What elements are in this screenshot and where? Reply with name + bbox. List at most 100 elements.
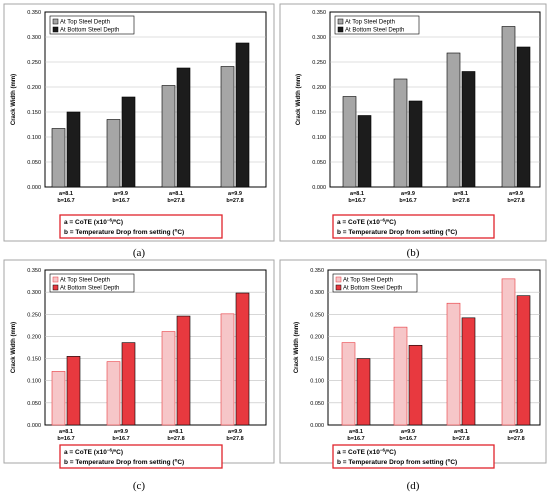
bar-bottom-2 (408, 100, 423, 188)
bar-bottom-2 (408, 344, 423, 426)
panel-caption: (b) (407, 247, 420, 259)
legend-swatch (337, 26, 344, 33)
y-axis-label: Crack Width (mm) (11, 74, 17, 125)
y-tick-label: 0.000 (310, 423, 324, 429)
y-tick-label: 0.350 (312, 10, 326, 16)
bar-bottom-3 (461, 71, 476, 188)
y-tick-label: 0.100 (312, 135, 326, 141)
x-tick-label: a=8.1 (169, 429, 183, 435)
definition-note (59, 444, 223, 469)
bar-top-1 (342, 96, 357, 188)
y-tick-label: 0.200 (27, 85, 41, 91)
note-line-temperature: b = Temperature Drop from setting (oC) (337, 458, 457, 467)
y-tick-label: 0.350 (27, 10, 41, 16)
x-tick-label: b=16.7 (112, 436, 129, 442)
y-tick-label: 0.350 (310, 268, 324, 274)
bar-bottom-4 (235, 42, 250, 188)
y-tick-label: 0.150 (27, 357, 41, 363)
legend-entry: At Bottom Steel Depth (345, 28, 404, 34)
note-line-temperature: b = Temperature Drop from setting (oC) (64, 228, 184, 237)
x-tick-label: b=27.8 (452, 198, 469, 204)
bar-top-3 (161, 331, 176, 426)
y-tick-label: 0.000 (27, 423, 41, 429)
note-line-cote: a = CoTE (x10−6/ºC) (337, 448, 396, 457)
x-tick-label: b=16.7 (57, 436, 74, 442)
y-tick-label: 0.300 (312, 35, 326, 41)
bar-bottom-1 (356, 358, 371, 426)
bar-top-3 (446, 52, 461, 188)
bar-top-4 (220, 313, 235, 426)
legend-swatch (52, 26, 59, 33)
bar-top-1 (341, 342, 356, 426)
panel-caption: (c) (133, 480, 146, 492)
x-tick-label: a=9.9 (228, 191, 242, 197)
x-tick-label: b=27.8 (226, 198, 243, 204)
x-tick-label: a=9.9 (401, 191, 415, 197)
bar-top-2 (393, 326, 408, 426)
legend-entry: At Top Steel Depth (60, 278, 110, 284)
x-tick-label: b=27.8 (167, 436, 184, 442)
chart-panel-c: 0.000 0.050 0.100 0.150 0.200 0.250 0.300 0.350… (3, 259, 275, 492)
x-tick-label: b=16.7 (57, 198, 74, 204)
y-tick-label: 0.200 (310, 334, 324, 340)
bar-top-2 (106, 119, 121, 188)
legend-entry: At Bottom Steel Depth (343, 286, 402, 292)
y-tick-label: 0.350 (27, 268, 41, 274)
bar-bottom-1 (66, 356, 81, 426)
bar-top-1 (51, 128, 66, 188)
chart-panel-b: 0.000 0.050 0.100 0.150 0.200 0.250 0.300 0.350… (279, 3, 547, 259)
legend-swatch (52, 284, 59, 291)
note-line-temperature: b = Temperature Drop from setting (oC) (337, 228, 457, 237)
x-tick-label: a=9.9 (509, 429, 523, 435)
bar-bottom-1 (357, 115, 372, 188)
panel-caption: (a) (133, 247, 146, 259)
x-tick-label: a=8.1 (454, 191, 468, 197)
bar-bottom-3 (176, 67, 191, 188)
x-tick-label: a=8.1 (59, 429, 73, 435)
x-tick-label: a=8.1 (349, 429, 363, 435)
panel-caption: (d) (407, 480, 420, 492)
y-tick-label: 0.200 (312, 85, 326, 91)
bar-bottom-3 (461, 317, 476, 426)
y-tick-label: 0.150 (312, 110, 326, 116)
bar-top-4 (220, 66, 235, 188)
bar-top-2 (393, 78, 408, 188)
y-tick-label: 0.200 (27, 334, 41, 340)
bar-top-2 (106, 361, 121, 426)
y-tick-label: 0.150 (27, 110, 41, 116)
legend-swatch (335, 284, 342, 291)
note-line-cote: a = CoTE (x10−6/ºC) (337, 218, 396, 227)
x-tick-label: b=27.8 (226, 436, 243, 442)
x-tick-label: b=16.7 (112, 198, 129, 204)
x-tick-label: a=9.9 (114, 191, 128, 197)
legend-box (49, 15, 135, 35)
legend-swatch (52, 18, 59, 25)
chart-panel-d: 0.000 0.050 0.100 0.150 0.200 0.250 0.300 0.350… (279, 259, 547, 492)
x-tick-label: a=8.1 (454, 429, 468, 435)
bar-top-4 (501, 26, 516, 188)
bar-bottom-2 (121, 96, 136, 188)
y-tick-label: 0.000 (27, 185, 41, 191)
chart-panel-a: 0.000 0.050 0.100 0.150 0.200 0.250 0.300 0.350… (3, 3, 275, 259)
legend-entry: At Top Steel Depth (60, 20, 110, 26)
legend-entry: At Top Steel Depth (345, 20, 395, 26)
legend-entry: At Bottom Steel Depth (60, 286, 119, 292)
x-tick-label: a=8.1 (350, 191, 364, 197)
definition-note (332, 444, 495, 469)
x-tick-label: b=16.7 (399, 198, 416, 204)
definition-note (59, 214, 223, 239)
y-tick-label: 0.050 (27, 401, 41, 407)
bar-bottom-4 (516, 295, 531, 426)
y-tick-label: 0.250 (310, 312, 324, 318)
x-tick-label: b=16.7 (347, 436, 364, 442)
y-tick-label: 0.300 (27, 35, 41, 41)
bar-top-3 (446, 302, 461, 426)
bar-top-1 (51, 371, 66, 426)
x-tick-label: b=27.8 (167, 198, 184, 204)
x-tick-label: b=16.7 (348, 198, 365, 204)
y-tick-label: 0.300 (310, 290, 324, 296)
x-tick-label: a=9.9 (509, 191, 523, 197)
legend-box (49, 273, 135, 293)
y-tick-label: 0.050 (310, 401, 324, 407)
